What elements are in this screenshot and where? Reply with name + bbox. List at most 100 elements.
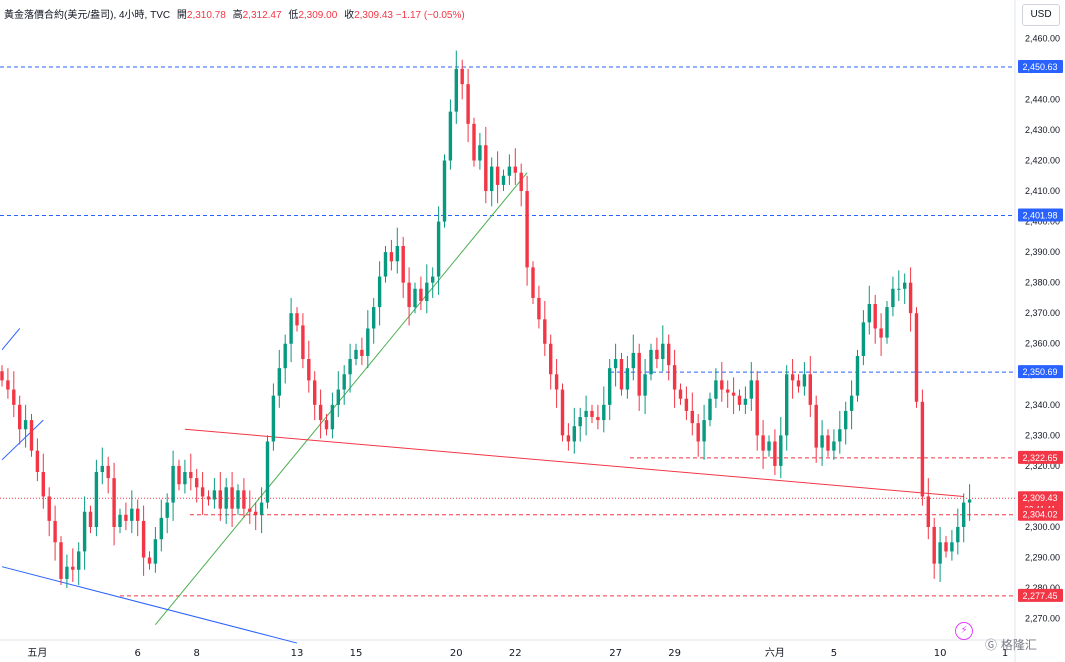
- candle-body: [584, 410, 588, 418]
- candle-body: [832, 441, 836, 451]
- candle-body: [147, 557, 152, 564]
- candle-body: [318, 404, 323, 421]
- trend-line-blue-upper-channel-2: [1, 419, 44, 461]
- price-level-tag: [1018, 450, 1063, 464]
- x-tick-label: 27: [609, 648, 622, 659]
- candle-body: [708, 398, 712, 421]
- candle-body: [206, 496, 211, 500]
- candle-body: [177, 465, 181, 485]
- y-tick-label: 2,460.00: [1025, 33, 1060, 43]
- candle-body: [442, 160, 447, 222]
- candle-body: [908, 282, 913, 314]
- candle-body: [525, 191, 529, 268]
- candle-body: [466, 84, 470, 124]
- y-tick-label: 2,370.00: [1025, 308, 1060, 318]
- candle-body: [531, 267, 535, 298]
- x-tick-label: 5: [831, 648, 837, 659]
- candle-body: [18, 404, 22, 430]
- close-value: 2,309.43: [354, 10, 393, 21]
- candle-body: [537, 297, 541, 320]
- y-tick-label: 2,380.00: [1025, 278, 1060, 288]
- x-tick-label: 6: [135, 648, 141, 659]
- candle-body: [608, 368, 612, 405]
- price-level-tag: [1018, 365, 1063, 379]
- candle-body: [773, 441, 777, 466]
- x-tick-label: 六月: [765, 647, 785, 659]
- candle-body: [749, 380, 753, 399]
- candle-body: [796, 380, 801, 387]
- candle-body: [431, 276, 435, 283]
- currency-button[interactable]: USD: [1022, 4, 1060, 26]
- candle-body: [513, 166, 517, 173]
- low-value: 2,309.00: [298, 10, 338, 21]
- candle-body: [932, 526, 936, 564]
- price-level-label: 2,304.02: [1022, 510, 1057, 520]
- price-level-tag: [1018, 588, 1063, 602]
- candle-body: [920, 401, 925, 497]
- candle-body: [141, 520, 146, 558]
- candle-body: [785, 374, 789, 436]
- candle-body: [590, 410, 594, 418]
- candle-body: [301, 325, 305, 360]
- candle-body: [572, 426, 576, 442]
- candle-body: [29, 420, 34, 451]
- candle-body: [360, 349, 364, 356]
- candle-body: [242, 490, 246, 509]
- lightning-icon[interactable]: ⚡: [955, 622, 973, 640]
- candle-body: [23, 420, 28, 430]
- y-tick-label: 2,300.00: [1025, 522, 1060, 532]
- candle-body: [401, 246, 405, 283]
- candle-body: [448, 111, 453, 161]
- trend-line-blue-upper-channel-1: [1, 328, 21, 351]
- candle-body: [183, 472, 187, 485]
- candle-body: [596, 417, 600, 421]
- candle-body: [307, 359, 311, 381]
- candle-body: [124, 514, 128, 521]
- candle-body: [65, 566, 69, 579]
- candle-body: [436, 221, 441, 277]
- candle-body: [643, 374, 647, 396]
- candle-body: [248, 508, 252, 512]
- chart-legend: 黃金落價合約(美元/盎司), 4小時, TVC 開2,310.78 高2,312…: [4, 6, 465, 21]
- candle-body: [59, 542, 63, 579]
- price-level-label: 2,277.45: [1022, 591, 1057, 601]
- y-tick-label: 2,430.00: [1025, 125, 1060, 135]
- candle-body: [159, 517, 163, 540]
- candle-body: [879, 328, 883, 338]
- price-level-label: 2,401.98: [1022, 211, 1057, 221]
- candle-body: [425, 282, 429, 301]
- candle-body: [549, 343, 553, 375]
- candle-body: [726, 389, 730, 393]
- trend-line-red-downtrend: [184, 428, 964, 497]
- candle-body: [678, 389, 683, 399]
- candle-body: [354, 349, 358, 360]
- price-level-label: 2,309.43: [1022, 493, 1057, 503]
- candle-body: [271, 395, 276, 442]
- candle-body: [484, 145, 488, 192]
- candle-body: [106, 465, 110, 479]
- watermark-text: 格隆汇: [1000, 638, 1037, 652]
- candle-body: [649, 349, 653, 375]
- candle-body: [967, 499, 972, 503]
- candle-body: [566, 435, 571, 442]
- candle-body: [47, 496, 51, 521]
- x-tick-label: 1: [1002, 648, 1008, 659]
- candle-body: [560, 389, 565, 436]
- candle-body: [254, 511, 258, 515]
- candle-body: [625, 368, 630, 390]
- candle-body: [926, 496, 930, 527]
- price-level-label: 2,450.63: [1022, 62, 1057, 72]
- candle-body: [684, 398, 689, 411]
- candle-body: [885, 307, 889, 338]
- candle-body: [914, 313, 919, 402]
- candle-body: [578, 417, 582, 427]
- candle-body: [372, 307, 376, 329]
- candle-body: [891, 288, 895, 308]
- high-value: 2,312.47: [242, 10, 282, 21]
- candle-body: [761, 435, 765, 451]
- candle-body: [313, 380, 317, 405]
- candle-body: [820, 435, 824, 448]
- candle-body: [82, 511, 87, 552]
- candle-body: [336, 389, 340, 405]
